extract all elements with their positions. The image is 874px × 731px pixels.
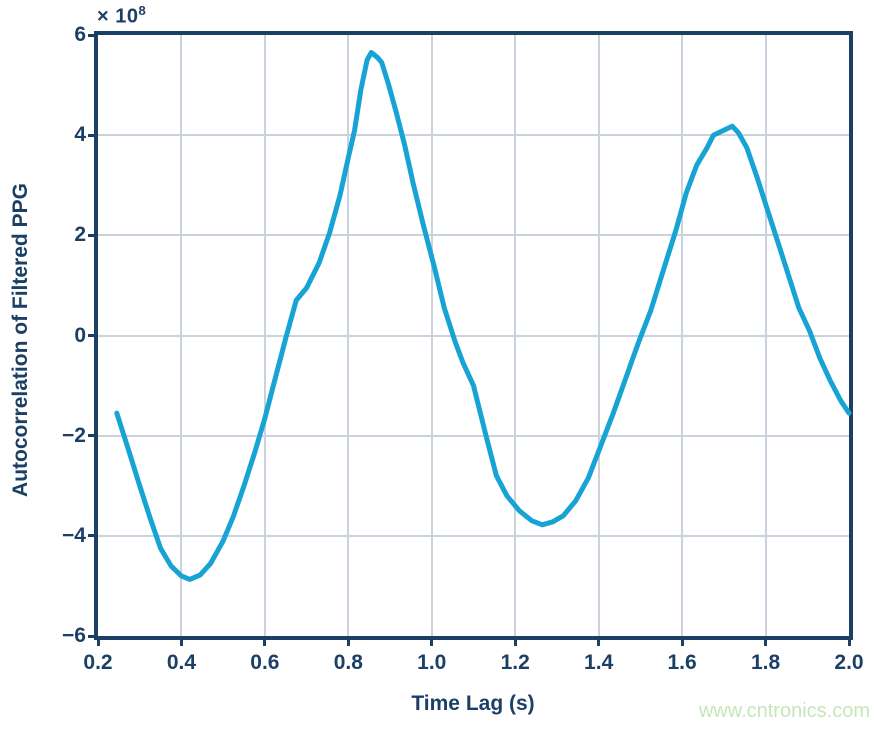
x-tick-mark — [680, 640, 684, 646]
y-tick-label: −6 — [62, 624, 86, 647]
x-tick-label: 1.0 — [417, 651, 447, 674]
x-axis-title: Time Lag (s) — [411, 692, 535, 715]
offset-base: × 10 — [97, 5, 139, 28]
gridline-horizontal — [98, 534, 849, 537]
x-tick-label: 0.8 — [333, 651, 363, 674]
x-tick-mark — [179, 640, 183, 646]
gridline-horizontal — [98, 134, 849, 137]
y-tick-label: 4 — [74, 123, 86, 147]
plot-area — [98, 35, 849, 636]
y-tick-mark — [88, 33, 94, 37]
x-tick-mark — [430, 640, 434, 646]
x-tick-label: 1.2 — [500, 651, 530, 674]
watermark-text: www.cntronics.com — [698, 700, 870, 722]
x-tick-mark — [346, 640, 350, 646]
y-tick-mark — [88, 334, 94, 337]
x-tick-label: 0.4 — [166, 651, 197, 674]
x-tick-mark — [847, 640, 851, 646]
gridline-horizontal — [98, 334, 849, 337]
x-tick-mark — [764, 640, 768, 646]
x-tick-mark — [513, 640, 517, 646]
x-tick-mark — [263, 640, 267, 646]
offset-exponent: 8 — [138, 3, 147, 18]
x-tick-mark — [96, 640, 100, 646]
y-tick-mark — [88, 634, 94, 638]
y-tick-label: 0 — [74, 323, 86, 347]
x-tick-label: 0.6 — [250, 651, 280, 674]
y-tick-mark — [88, 233, 94, 237]
y-tick-label: −2 — [62, 423, 86, 447]
y-tick-mark — [88, 133, 94, 137]
gridline-horizontal — [98, 434, 849, 437]
gridline-horizontal — [98, 234, 849, 237]
y-tick-label: 6 — [74, 23, 86, 46]
y-axis-offset-multiplier: × 108 — [97, 3, 146, 29]
x-tick-label: 0.2 — [83, 651, 113, 674]
x-tick-label: 1.6 — [667, 651, 697, 674]
autocorrelation-curve — [114, 50, 852, 582]
y-tick-label: 2 — [74, 223, 86, 247]
x-tick-label: 2.0 — [834, 651, 864, 674]
x-tick-label: 1.8 — [750, 651, 781, 674]
y-tick-mark — [88, 534, 94, 538]
y-tick-label: −4 — [62, 523, 86, 547]
x-tick-mark — [597, 640, 601, 646]
y-tick-mark — [88, 434, 94, 438]
x-tick-label: 1.4 — [584, 651, 614, 674]
line-series — [114, 50, 852, 582]
